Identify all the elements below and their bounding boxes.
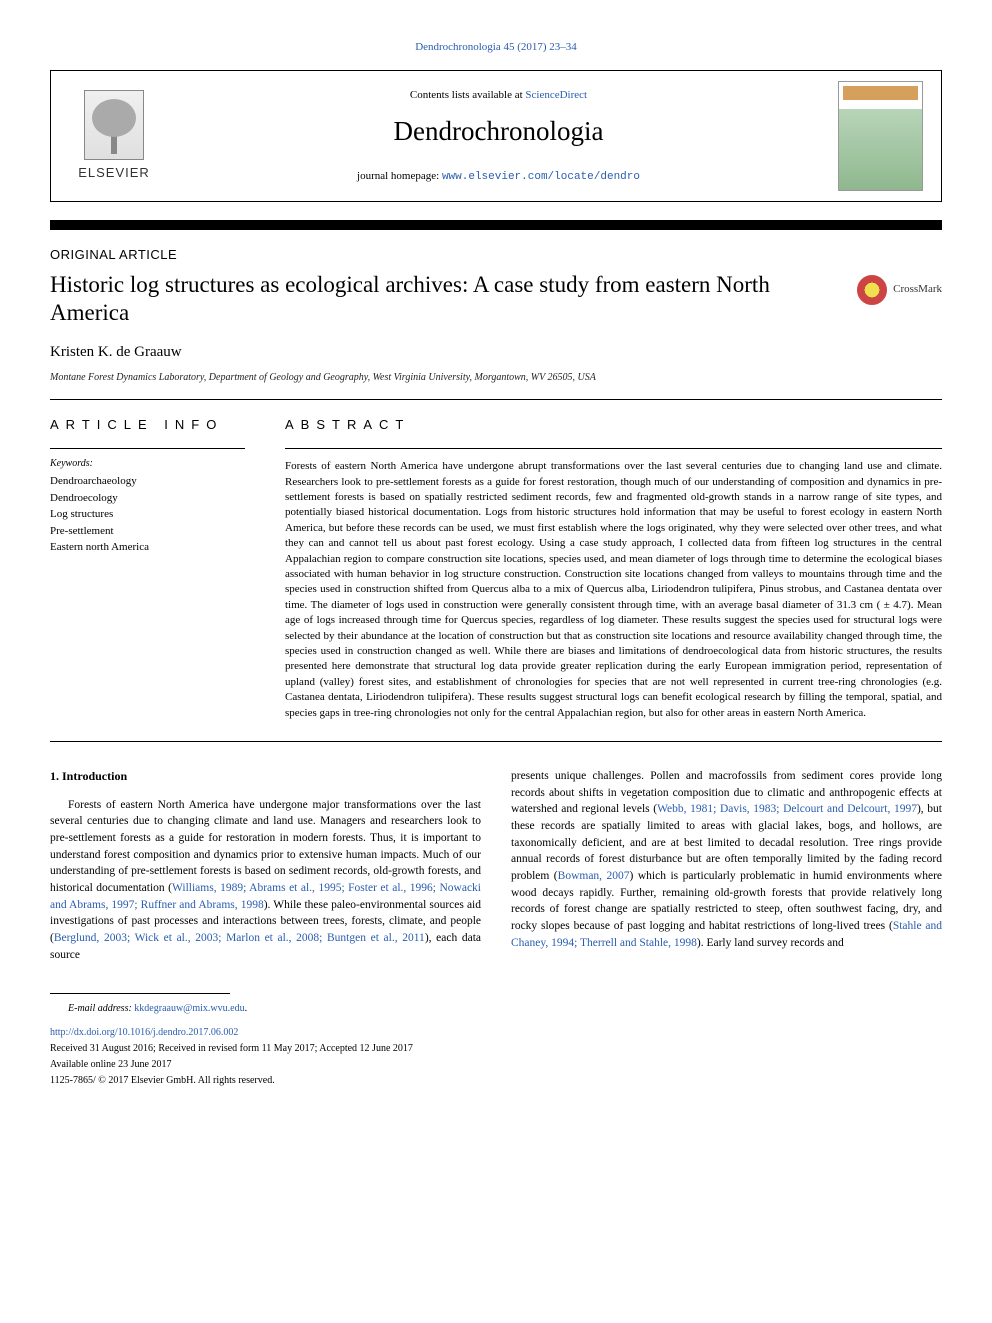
keyword-item: Dendroarchaeology xyxy=(50,473,245,490)
info-divider xyxy=(50,448,245,449)
citation-link[interactable]: Bowman, 2007 xyxy=(558,870,630,882)
top-citation[interactable]: Dendrochronologia 45 (2017) 23–34 xyxy=(50,40,942,55)
body-paragraph: Forests of eastern North America have un… xyxy=(50,797,481,964)
section-heading: 1. Introduction xyxy=(50,768,481,785)
main-divider xyxy=(50,741,942,742)
copyright-line: 1125-7865/ © 2017 Elsevier GmbH. All rig… xyxy=(50,1074,942,1088)
email-label: E-mail address: xyxy=(68,1003,134,1014)
sciencedirect-link[interactable]: ScienceDirect xyxy=(525,89,587,101)
crossmark-icon xyxy=(857,275,887,305)
correspondence-line: E-mail address: kkdegraauw@mix.wvu.edu. xyxy=(50,1002,942,1016)
contents-prefix: Contents lists available at xyxy=(410,89,525,101)
abstract-text: Forests of eastern North America have un… xyxy=(285,459,942,721)
doi-link[interactable]: http://dx.doi.org/10.1016/j.dendro.2017.… xyxy=(50,1026,942,1040)
keyword-item: Eastern north America xyxy=(50,539,245,556)
keywords-label: Keywords: xyxy=(50,457,245,471)
info-abstract-row: ARTICLE INFO Keywords: Dendroarchaeology… xyxy=(50,416,942,721)
history-line: Received 31 August 2016; Received in rev… xyxy=(50,1042,942,1056)
author-affiliation: Montane Forest Dynamics Laboratory, Depa… xyxy=(50,371,942,385)
footer-separator xyxy=(50,993,230,994)
keyword-item: Pre-settlement xyxy=(50,523,245,540)
abstract-block: ABSTRACT Forests of eastern North Americ… xyxy=(285,416,942,721)
email-link[interactable]: kkdegraauw@mix.wvu.edu xyxy=(134,1003,244,1014)
black-rule xyxy=(50,220,942,230)
journal-header: ELSEVIER Contents lists available at Sci… xyxy=(50,70,942,202)
article-type-label: ORIGINAL ARTICLE xyxy=(50,246,942,264)
body-paragraph: presents unique challenges. Pollen and m… xyxy=(511,768,942,951)
body-text-span: Forests of eastern North America have un… xyxy=(50,799,481,894)
elsevier-name: ELSEVIER xyxy=(78,164,150,182)
email-suffix: . xyxy=(245,1003,248,1014)
header-center: Contents lists available at ScienceDirec… xyxy=(159,88,838,186)
keyword-item: Log structures xyxy=(50,506,245,523)
author-name: Kristen K. de Graauw xyxy=(50,342,942,363)
homepage-line: journal homepage: www.elsevier.com/locat… xyxy=(159,169,838,185)
body-col-left: 1. Introduction Forests of eastern North… xyxy=(50,768,481,964)
article-title: Historic log structures as ecological ar… xyxy=(50,271,837,329)
keywords-list: Dendroarchaeology Dendroecology Log stru… xyxy=(50,473,245,556)
title-row: Historic log structures as ecological ar… xyxy=(50,271,942,329)
elsevier-logo[interactable]: ELSEVIER xyxy=(69,81,159,191)
elsevier-tree-icon xyxy=(84,90,144,160)
homepage-link[interactable]: www.elsevier.com/locate/dendro xyxy=(442,171,640,183)
abstract-heading: ABSTRACT xyxy=(285,416,942,434)
crossmark-badge[interactable]: CrossMark xyxy=(857,275,942,305)
citation-link[interactable]: Webb, 1981; Davis, 1983; Delcourt and De… xyxy=(657,803,917,815)
crossmark-label: CrossMark xyxy=(893,282,942,297)
divider xyxy=(50,399,942,400)
journal-cover-thumbnail[interactable] xyxy=(838,81,923,191)
homepage-prefix: journal homepage: xyxy=(357,170,442,182)
body-col-right: presents unique challenges. Pollen and m… xyxy=(511,768,942,964)
keyword-item: Dendroecology xyxy=(50,490,245,507)
body-two-column: 1. Introduction Forests of eastern North… xyxy=(50,768,942,964)
article-info-heading: ARTICLE INFO xyxy=(50,416,245,434)
abstract-divider xyxy=(285,448,942,449)
contents-available-line: Contents lists available at ScienceDirec… xyxy=(159,88,838,103)
article-info-block: ARTICLE INFO Keywords: Dendroarchaeology… xyxy=(50,416,245,721)
body-text-span: ). Early land survey records and xyxy=(697,937,844,949)
citation-link[interactable]: Berglund, 2003; Wick et al., 2003; Marlo… xyxy=(54,932,425,944)
journal-name: Dendrochronologia xyxy=(159,113,838,151)
online-line: Available online 23 June 2017 xyxy=(50,1058,942,1072)
